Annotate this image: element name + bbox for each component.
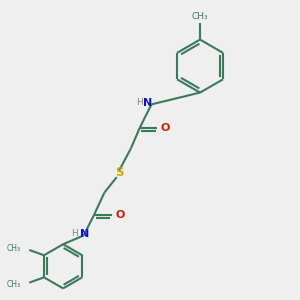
Text: H: H [71,230,78,238]
Text: O: O [161,123,170,133]
Text: O: O [115,210,125,220]
Text: CH₃: CH₃ [7,280,21,289]
Text: S: S [115,166,123,178]
Text: CH₃: CH₃ [7,244,21,253]
Text: N: N [80,229,89,239]
Text: H: H [136,98,142,107]
Text: N: N [143,98,153,108]
Text: CH₃: CH₃ [192,12,208,21]
